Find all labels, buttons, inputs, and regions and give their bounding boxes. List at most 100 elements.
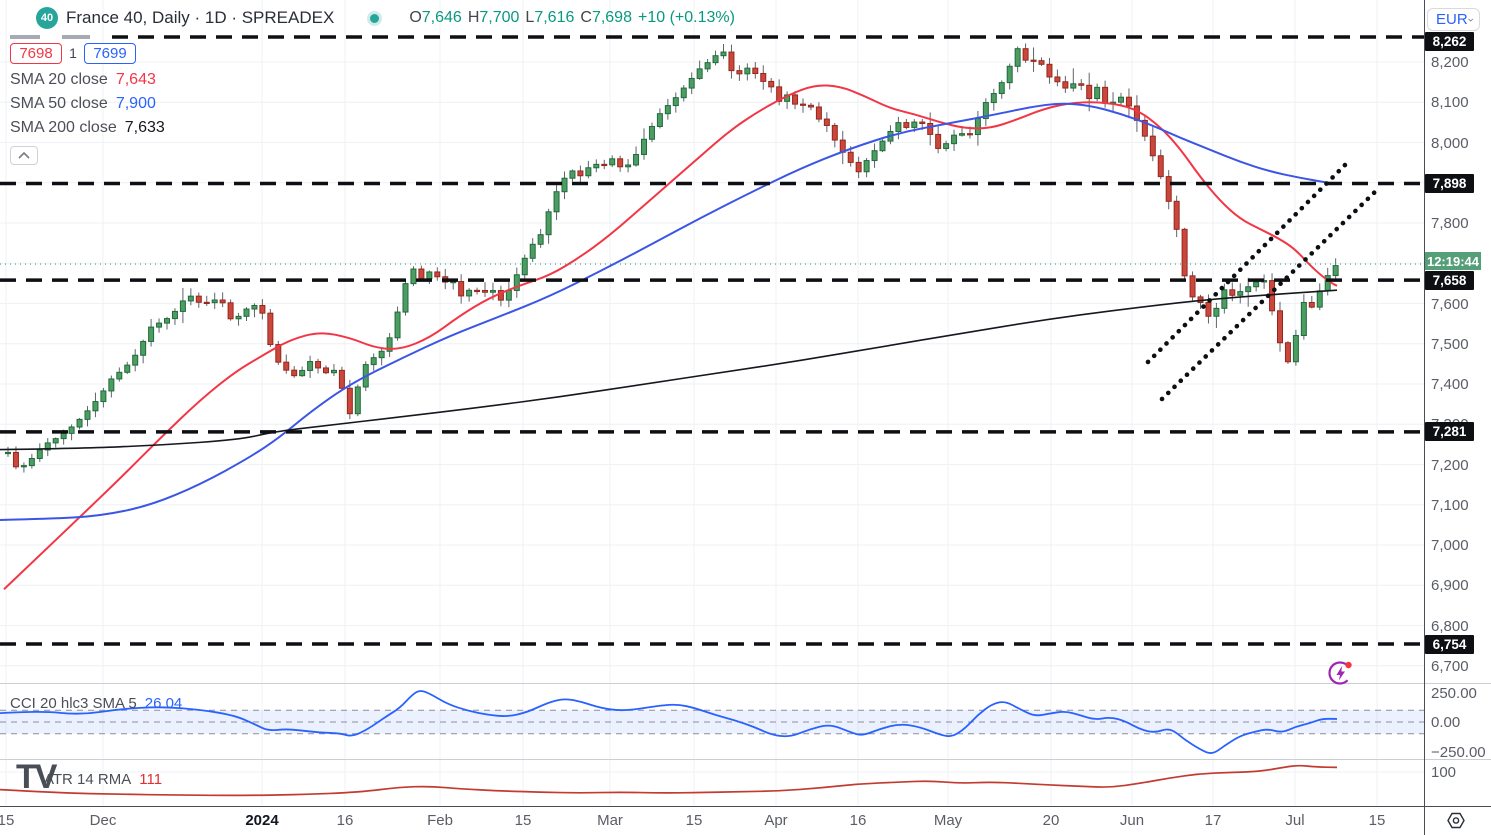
candle-body bbox=[982, 102, 989, 120]
sell-button[interactable]: 7698 bbox=[10, 43, 62, 64]
level-price-label: 8,262 bbox=[1425, 31, 1474, 51]
price-tick-label: 7,800 bbox=[1431, 215, 1469, 232]
candle-body bbox=[60, 432, 67, 440]
candle-body bbox=[5, 451, 11, 455]
time-tick-label: 15 bbox=[1368, 812, 1386, 829]
candle-body bbox=[489, 290, 496, 293]
time-tick-label: 16 bbox=[336, 812, 354, 829]
candle-body bbox=[330, 369, 337, 374]
candle-body bbox=[370, 357, 377, 366]
time-tick-label: Dec bbox=[89, 812, 117, 829]
candle-body bbox=[1205, 301, 1212, 317]
candle-body bbox=[187, 295, 194, 302]
candle-body bbox=[140, 340, 147, 356]
candle-body bbox=[164, 318, 170, 324]
candle-body bbox=[203, 301, 210, 304]
candle-body bbox=[482, 289, 488, 293]
candle-body bbox=[195, 295, 202, 303]
candle-body bbox=[959, 133, 965, 136]
candle-body bbox=[44, 442, 51, 451]
candle-body bbox=[871, 150, 878, 162]
candle-body bbox=[156, 322, 163, 328]
indicator-legend: SMA 20 close 7,643 SMA 50 close 7,900 SM… bbox=[10, 68, 165, 165]
candle-body bbox=[1078, 83, 1085, 86]
ohlc-values: O7,646 H7,700 L7,616 C7,698 +10 (+0.13%) bbox=[409, 9, 735, 27]
candle-body bbox=[124, 364, 131, 373]
symbol-logo: 40 bbox=[36, 7, 58, 29]
price-tick-label: 8,200 bbox=[1431, 54, 1469, 71]
spread-value: 1 bbox=[62, 43, 84, 64]
candle-body bbox=[426, 271, 433, 280]
low-label: L bbox=[525, 9, 535, 26]
currency-selector[interactable]: EUR bbox=[1427, 8, 1480, 31]
candle-body bbox=[855, 161, 862, 173]
candle-body bbox=[1245, 286, 1252, 293]
candle-body bbox=[847, 151, 854, 163]
gear-icon bbox=[1447, 812, 1465, 829]
candle-body bbox=[513, 274, 520, 291]
candle-body bbox=[132, 354, 139, 366]
candle-body bbox=[100, 390, 107, 403]
candle-body bbox=[275, 344, 282, 363]
candle-body bbox=[815, 106, 822, 120]
time-axis-settings-button[interactable] bbox=[1447, 812, 1465, 834]
price-axis-border bbox=[1424, 0, 1425, 835]
cci-legend[interactable]: CCI 20 hlc3 SMA 5 26.04 bbox=[10, 695, 182, 712]
price-tick-label: 6,900 bbox=[1431, 577, 1469, 595]
candle-body bbox=[1062, 81, 1069, 89]
candle-body bbox=[744, 67, 751, 75]
candle-body bbox=[609, 158, 616, 166]
candle-body bbox=[577, 170, 584, 177]
candle-body bbox=[1332, 265, 1339, 277]
symbol-title[interactable]: France 40, Daily · 1D · SPREADEX bbox=[66, 8, 335, 27]
time-tick-label: 15 bbox=[685, 812, 703, 829]
currency-value: EUR bbox=[1436, 11, 1468, 28]
trend-channel-line bbox=[1159, 185, 1382, 402]
lightning-events-icon[interactable] bbox=[1327, 659, 1355, 692]
candle-body bbox=[299, 369, 306, 377]
candle-body bbox=[227, 302, 234, 320]
high-label: H bbox=[467, 9, 480, 26]
candle-body bbox=[760, 72, 767, 82]
candle-body bbox=[895, 122, 902, 132]
close-value: 7,698 bbox=[591, 9, 632, 26]
candle-body bbox=[1094, 86, 1101, 100]
candle-body bbox=[84, 410, 91, 420]
time-tick-label: 2024 bbox=[245, 812, 279, 829]
symbol-bar: 40 France 40, Daily · 1D · SPREADEX O7,6… bbox=[36, 6, 735, 30]
candle-body bbox=[76, 418, 83, 428]
legend-row-sma50[interactable]: SMA 50 close 7,900 bbox=[10, 92, 165, 116]
candle-body bbox=[108, 378, 115, 392]
atr-value: 111 bbox=[139, 771, 163, 788]
legend-row-sma200[interactable]: SMA 200 close 7,633 bbox=[10, 116, 165, 140]
atr-legend[interactable]: ATR 14 RMA 111 bbox=[44, 771, 162, 788]
candle-body bbox=[648, 125, 655, 140]
legend-row-sma20[interactable]: SMA 20 close 7,643 bbox=[10, 68, 165, 92]
legend-collapse-button[interactable] bbox=[10, 146, 38, 165]
candle-body bbox=[776, 86, 783, 102]
sma20-label: SMA 20 close bbox=[10, 71, 108, 88]
candle-body bbox=[1181, 228, 1188, 277]
cci-line bbox=[0, 690, 1338, 754]
price-tick-label: 6,700 bbox=[1431, 657, 1469, 675]
candle-body bbox=[990, 93, 997, 104]
candle-body bbox=[20, 465, 27, 468]
price-tick-label: 6,800 bbox=[1431, 617, 1469, 635]
candle-body bbox=[402, 283, 409, 313]
candle-body bbox=[267, 312, 274, 346]
candle-body bbox=[680, 87, 687, 99]
time-tick-label: Mar bbox=[597, 812, 623, 829]
candle-body bbox=[966, 133, 973, 136]
candle-body bbox=[585, 167, 592, 177]
candle-body bbox=[1022, 48, 1029, 61]
buy-button[interactable]: 7699 bbox=[84, 43, 136, 64]
candle-body bbox=[943, 143, 950, 149]
candle-body bbox=[1046, 63, 1053, 78]
bar-countdown-label: 12:19:44 bbox=[1425, 252, 1481, 271]
candle-body bbox=[728, 51, 735, 72]
candle-body bbox=[307, 361, 314, 371]
candle-body bbox=[259, 304, 266, 314]
open-value: 7,646 bbox=[421, 9, 462, 26]
candle-body bbox=[625, 164, 632, 168]
